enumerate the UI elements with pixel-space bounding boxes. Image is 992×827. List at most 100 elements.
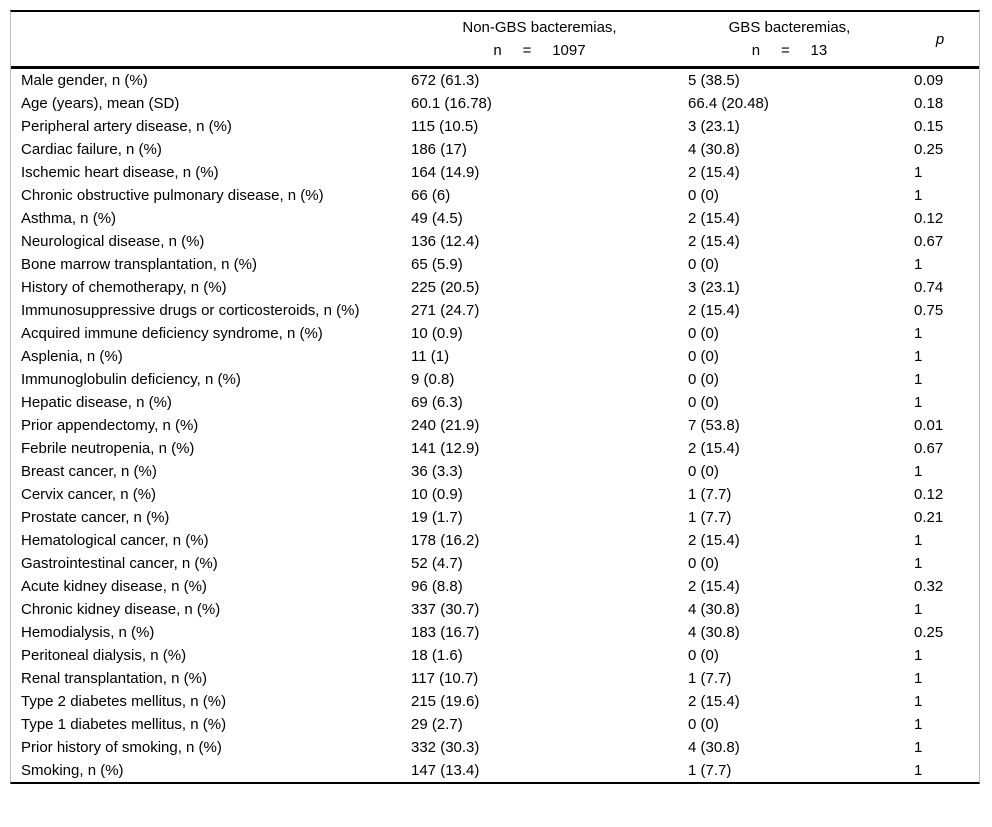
cell-p-value: 0.21 [914, 509, 944, 526]
cell-characteristic: Gastrointestinal cancer, n (%) [21, 555, 218, 572]
cell-p-value: 1 [914, 394, 923, 411]
cell-p-value: 0.12 [914, 210, 944, 227]
cell-characteristic: Renal transplantation, n (%) [21, 670, 207, 687]
cell-characteristic: Immunoglobulin deficiency, n (%) [21, 371, 241, 388]
cell-characteristic: Type 1 diabetes mellitus, n (%) [21, 716, 227, 733]
cell-non-gbs-value: 178 (16.2) [411, 532, 480, 549]
cell-characteristic: History of chemotherapy, n (%) [21, 279, 227, 296]
cell-p-value: 1 [914, 348, 923, 365]
cell-gbs-value: 0 (0) [688, 394, 719, 411]
cell-non-gbs-value: 672 (61.3) [411, 72, 480, 89]
cell-p-value: 0.18 [914, 95, 944, 112]
table-row: Prostate cancer, n (%) 19 (1.7) 1 (7.7) 0.2… [11, 506, 979, 529]
table-row: Bone marrow transplantation, n (%) 65 (5.… [11, 253, 979, 276]
cell-non-gbs-value: 69 (6.3) [411, 394, 463, 411]
cell-non-gbs-value: 115 (10.5) [411, 118, 479, 135]
cell-p-value: 0.12 [914, 486, 944, 503]
header-gbs-title: GBS bacteremias, [728, 19, 851, 36]
table-row: Asplenia, n (%) 11 (1) 0 (0) 1 [11, 345, 979, 368]
cell-gbs-value: 1 (7.7) [688, 762, 732, 779]
cell-gbs-value: 1 (7.7) [688, 509, 732, 526]
cell-non-gbs-value: 19 (1.7) [411, 509, 463, 526]
cell-p-value: 0.67 [914, 440, 944, 457]
cell-non-gbs-value: 332 (30.3) [411, 739, 480, 756]
cell-non-gbs-value: 36 (3.3) [411, 463, 463, 480]
cell-gbs-value: 7 (53.8) [688, 417, 740, 434]
cell-p-value: 1 [914, 371, 923, 388]
cell-gbs-value: 2 (15.4) [688, 578, 740, 595]
table-row: Type 2 diabetes mellitus, n (%) 215 (19.6… [11, 690, 979, 713]
cell-characteristic: Breast cancer, n (%) [21, 463, 157, 480]
table-row: Immunoglobulin deficiency, n (%) 9 (0.8) 0… [11, 368, 979, 391]
cell-non-gbs-value: 9 (0.8) [411, 371, 455, 388]
cell-non-gbs-value: 29 (2.7) [411, 716, 463, 733]
cell-characteristic: Febrile neutropenia, n (%) [21, 440, 195, 457]
table-row: Ischemic heart disease, n (%) 164 (14.9) 2… [11, 161, 979, 184]
cell-gbs-value: 2 (15.4) [688, 210, 740, 227]
cell-characteristic: Hepatic disease, n (%) [21, 394, 172, 411]
cell-p-value: 0.09 [914, 72, 944, 89]
cell-p-value: 1 [914, 532, 923, 549]
cell-gbs-value: 2 (15.4) [688, 302, 740, 319]
cell-non-gbs-value: 49 (4.5) [411, 210, 463, 227]
cell-characteristic: Acquired immune deficiency syndrome, n (… [21, 325, 323, 342]
cell-characteristic: Type 2 diabetes mellitus, n (%) [21, 693, 227, 710]
cell-gbs-value: 1 (7.7) [688, 670, 732, 687]
cell-gbs-value: 0 (0) [688, 463, 719, 480]
cell-non-gbs-value: 164 (14.9) [411, 164, 480, 181]
cell-characteristic: Prior history of smoking, n (%) [21, 739, 222, 756]
cell-gbs-value: 0 (0) [688, 647, 719, 664]
cell-non-gbs-value: 11 (1) [411, 348, 450, 365]
cell-characteristic: Cardiac failure, n (%) [21, 141, 162, 158]
header-gbs: GBS bacteremias, n = 13 [678, 12, 901, 69]
cell-characteristic: Asplenia, n (%) [21, 348, 123, 365]
table-row: Neurological disease, n (%) 136 (12.4) 2 (… [11, 230, 979, 253]
cell-characteristic: Prostate cancer, n (%) [21, 509, 170, 526]
table-row: Gastrointestinal cancer, n (%) 52 (4.7) 0 … [11, 552, 979, 575]
cell-p-value: 0.67 [914, 233, 944, 250]
header-gbs-count: n = 13 [751, 42, 828, 59]
baseline-characteristics-table: Non-GBS bacteremias, n = 1097 GBS bacter… [11, 12, 979, 782]
cell-non-gbs-value: 147 (13.4) [411, 762, 480, 779]
cell-p-value: 1 [914, 716, 923, 733]
header-row: Non-GBS bacteremias, n = 1097 GBS bacter… [11, 12, 979, 69]
table-row: Cardiac failure, n (%) 186 (17) 4 (30.8) 0.… [11, 138, 979, 161]
cell-gbs-value: 1 (7.7) [688, 486, 732, 503]
cell-p-value: 0.75 [914, 302, 944, 319]
cell-characteristic: Hemodialysis, n (%) [21, 624, 155, 641]
table-row: Hepatic disease, n (%) 69 (6.3) 0 (0) 1 [11, 391, 979, 414]
cell-characteristic: Neurological disease, n (%) [21, 233, 205, 250]
cell-non-gbs-value: 96 (8.8) [411, 578, 463, 595]
cell-p-value: 0.25 [914, 141, 944, 158]
table-row: Prior history of smoking, n (%) 332 (30.3… [11, 736, 979, 759]
cell-characteristic: Age (years), mean (SD) [21, 95, 180, 112]
table-row: Chronic kidney disease, n (%) 337 (30.7) 4… [11, 598, 979, 621]
cell-characteristic: Acute kidney disease, n (%) [21, 578, 207, 595]
comparison-table-frame: Non-GBS bacteremias, n = 1097 GBS bacter… [10, 10, 980, 784]
cell-p-value: 1 [914, 164, 923, 181]
cell-non-gbs-value: 215 (19.6) [411, 693, 480, 710]
cell-non-gbs-value: 117 (10.7) [411, 670, 479, 687]
cell-p-value: 1 [914, 762, 923, 779]
cell-p-value: 0.15 [914, 118, 944, 135]
cell-gbs-value: 2 (15.4) [688, 693, 740, 710]
cell-characteristic: Male gender, n (%) [21, 72, 148, 89]
table-row: Smoking, n (%) 147 (13.4) 1 (7.7) 1 [11, 759, 979, 782]
cell-p-value: 0.25 [914, 624, 944, 641]
cell-p-value: 0.74 [914, 279, 944, 296]
cell-gbs-value: 2 (15.4) [688, 164, 740, 181]
cell-gbs-value: 4 (30.8) [688, 739, 740, 756]
cell-gbs-value: 4 (30.8) [688, 601, 740, 618]
cell-gbs-value: 0 (0) [688, 187, 719, 204]
cell-non-gbs-value: 60.1 (16.78) [411, 95, 492, 112]
cell-p-value: 1 [914, 693, 923, 710]
table-row: Breast cancer, n (%) 36 (3.3) 0 (0) 1 [11, 460, 979, 483]
cell-gbs-value: 0 (0) [688, 716, 719, 733]
cell-gbs-value: 4 (30.8) [688, 141, 740, 158]
cell-non-gbs-value: 136 (12.4) [411, 233, 480, 250]
header-characteristic [11, 12, 401, 69]
cell-characteristic: Cervix cancer, n (%) [21, 486, 157, 503]
table-row: Peritoneal dialysis, n (%) 18 (1.6) 0 (0) 1 [11, 644, 979, 667]
cell-characteristic: Ischemic heart disease, n (%) [21, 164, 219, 181]
cell-gbs-value: 2 (15.4) [688, 532, 740, 549]
